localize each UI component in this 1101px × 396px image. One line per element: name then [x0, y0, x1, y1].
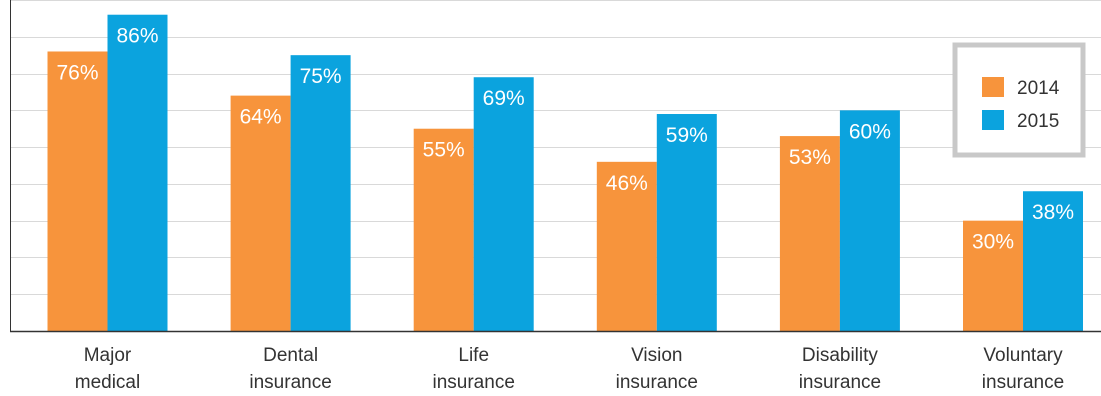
category-label: insurance [616, 372, 698, 393]
bar-value-labels: 76% 86% 64% 75% 55% 69% 46% 59% 53% 60% 30% 38% [56, 25, 1074, 254]
category-label: Major [84, 345, 132, 366]
category-label: insurance [799, 372, 881, 393]
bar-2014-5 [963, 220, 1023, 331]
bar-value-label: 53% [789, 146, 831, 169]
category-label: Vision [631, 345, 682, 366]
bar-2014-0 [47, 51, 108, 331]
bar-value-label: 60% [849, 120, 891, 143]
legend-border [952, 42, 1086, 158]
bar-value-label: 59% [666, 124, 708, 147]
legend-label-2015: 2015 [1017, 111, 1059, 132]
category-label: Disability [802, 345, 879, 366]
category-label: Dental [263, 345, 318, 366]
bar-2015-1 [290, 55, 351, 332]
bar-value-label: 75% [300, 65, 342, 88]
category-label: insurance [249, 372, 331, 393]
bar-2015-4 [839, 110, 900, 331]
bar-value-label: 46% [606, 172, 648, 195]
category-label: insurance [982, 372, 1064, 393]
bars [47, 14, 1083, 332]
bar-2014-4 [779, 136, 840, 331]
legend-label-2014: 2014 [1017, 78, 1060, 99]
bar-value-label: 55% [423, 139, 465, 162]
legend-swatch-2014 [982, 77, 1004, 97]
legend-swatch-2015 [982, 110, 1004, 130]
bar-value-label: 30% [972, 231, 1014, 254]
x-axis [10, 0, 1101, 333]
bar-2014-2 [413, 128, 474, 331]
bar-2015-5 [1023, 191, 1083, 331]
bar-value-label: 69% [483, 87, 525, 110]
category-label: Voluntary [983, 345, 1063, 366]
category-label: Life [458, 345, 489, 366]
bar-2015-0 [107, 14, 168, 331]
bar-value-label: 38% [1032, 201, 1074, 224]
category-label: medical [75, 372, 140, 393]
gridlines [10, 0, 1101, 295]
legend: 2014 2015 [952, 42, 1086, 158]
bar-2014-3 [596, 161, 657, 331]
bar-value-label: 64% [240, 106, 282, 129]
bar-2015-2 [473, 77, 534, 331]
category-labels: Major medical Dental insurance Life insurance… [75, 345, 1064, 393]
bar-2014-1 [230, 95, 291, 331]
bar-2015-3 [656, 114, 717, 331]
category-label: insurance [433, 372, 515, 393]
bar-value-label: 86% [116, 25, 158, 48]
bar-value-label: 76% [56, 61, 98, 84]
